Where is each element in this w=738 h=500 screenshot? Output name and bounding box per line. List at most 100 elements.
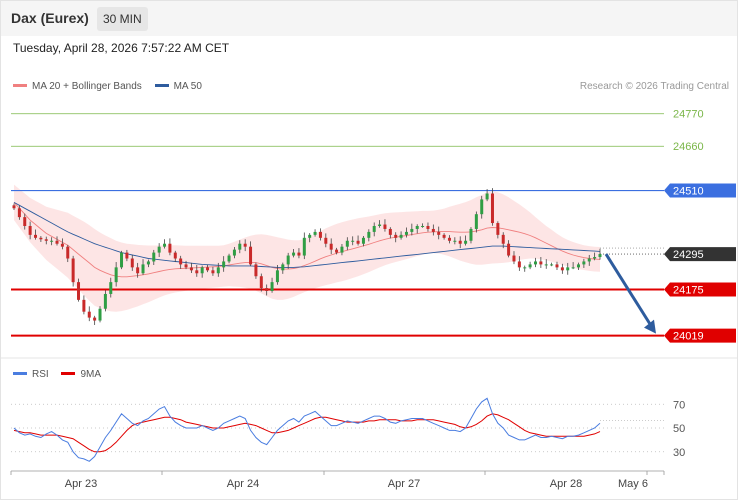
- legend-label: MA 50: [173, 81, 202, 92]
- candle-body: [270, 282, 274, 291]
- candle-body: [469, 228, 473, 241]
- candle-body: [593, 257, 597, 259]
- candle-body: [361, 237, 365, 244]
- x-tick-label: May 6: [618, 478, 648, 490]
- level-tag-24175: 24175: [673, 285, 704, 297]
- candle-body: [39, 237, 43, 240]
- candle-body: [582, 261, 586, 265]
- candle-body: [480, 199, 484, 215]
- candle-body: [55, 240, 59, 244]
- candle-body: [87, 311, 91, 318]
- candle-body: [485, 193, 489, 200]
- candle-body: [458, 240, 462, 244]
- candle-body: [44, 239, 48, 241]
- candle-body: [249, 246, 253, 265]
- candle-body: [496, 223, 500, 235]
- candle-body: [179, 258, 183, 265]
- candle-body: [539, 261, 543, 265]
- candle-body: [587, 258, 591, 262]
- candle-body: [259, 276, 263, 289]
- legend-swatch: [13, 83, 27, 87]
- candle-body: [12, 205, 16, 209]
- candle-body: [437, 231, 441, 235]
- candle-body: [286, 255, 290, 265]
- candle-body: [23, 217, 27, 226]
- candle-body: [431, 228, 435, 232]
- candle-body: [103, 293, 107, 309]
- candle-body: [28, 226, 32, 235]
- candle-body: [114, 267, 118, 283]
- level-tag-24295: 24295: [673, 249, 704, 261]
- candle-body: [173, 252, 177, 259]
- instrument-title: Dax (Eurex): [11, 10, 89, 26]
- legend-ma20-bollinger: MA 20 + Bollinger Bands: [13, 81, 142, 92]
- candle-body: [146, 261, 150, 265]
- candle-body: [125, 252, 129, 259]
- legend-rsi: RSI: [13, 369, 49, 380]
- x-tick-label: Apr 24: [227, 478, 259, 490]
- candle-body: [308, 234, 312, 238]
- candle-body: [533, 261, 537, 265]
- candle-body: [195, 270, 199, 274]
- candle-body: [206, 267, 210, 271]
- candle-body: [211, 270, 215, 274]
- candle-body: [71, 258, 75, 283]
- level-tag-24510: 24510: [673, 186, 704, 198]
- legend-ma50: MA 50: [154, 81, 202, 92]
- timeframe-selector[interactable]: 30 MIN: [97, 7, 148, 31]
- candle-body: [490, 193, 494, 224]
- candle-body: [50, 240, 54, 242]
- candle-body: [351, 240, 355, 242]
- candle-body: [340, 246, 344, 253]
- candle-body: [216, 267, 220, 274]
- candle-body: [415, 226, 419, 229]
- candle-body: [318, 231, 322, 238]
- rsi-tick-30: 30: [673, 447, 685, 459]
- rsi-tick-50: 50: [673, 423, 685, 435]
- candle-body: [297, 252, 301, 256]
- candle-body: [168, 243, 172, 253]
- candle-body: [243, 243, 247, 247]
- candle-body: [232, 249, 236, 256]
- legend-rsi-ma: 9MA: [61, 369, 101, 380]
- candle-body: [163, 243, 167, 247]
- candle-body: [383, 224, 387, 229]
- candle-body: [324, 237, 328, 244]
- candle-body: [550, 264, 554, 266]
- rsi-line: [13, 397, 601, 462]
- candle-body: [356, 240, 360, 244]
- candle-body: [275, 270, 279, 283]
- candle-body: [109, 282, 113, 294]
- level-tag-bg-24019: [664, 328, 736, 343]
- rsi-ma-line: [13, 413, 601, 453]
- candle-body: [281, 264, 285, 271]
- candle-body: [313, 231, 317, 235]
- x-tick-label: Apr 23: [65, 478, 97, 490]
- candle-body: [189, 267, 193, 271]
- candle-body: [34, 234, 38, 238]
- candle-body: [141, 264, 145, 274]
- candle-body: [222, 261, 226, 268]
- candle-body: [265, 288, 269, 291]
- candle-body: [555, 264, 559, 268]
- candle-body: [410, 228, 414, 232]
- research-credit: Research © 2026 Trading Central: [579, 81, 729, 92]
- candle-body: [345, 240, 349, 247]
- candle-body: [453, 240, 457, 242]
- candle-body: [152, 252, 156, 262]
- legend-swatch: [13, 371, 27, 375]
- x-tick-label: Apr 27: [388, 478, 420, 490]
- forecast-arrow-head: [644, 319, 656, 334]
- legend-label: RSI: [32, 369, 49, 380]
- candle-body: [82, 299, 86, 312]
- candle-body: [512, 255, 516, 262]
- candle-body: [77, 282, 81, 300]
- candle-body: [329, 243, 333, 250]
- candle-body: [399, 234, 403, 238]
- candle-body: [66, 246, 70, 259]
- ma50-line: [13, 202, 601, 268]
- legend-label: MA 20 + Bollinger Bands: [32, 81, 142, 92]
- candle-body: [501, 234, 505, 244]
- legend-label: 9MA: [80, 369, 102, 380]
